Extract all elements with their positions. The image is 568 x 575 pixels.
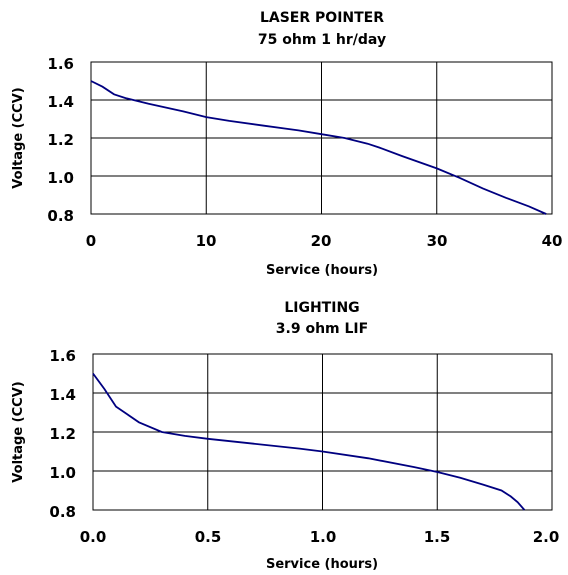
chart-2-y-axis-label: Voltage (CCV) xyxy=(11,381,26,482)
chart-2-title-line-2: 3.9 ohm LIF xyxy=(276,321,368,337)
chart-1-ytick-0.8: 0.8 xyxy=(47,207,74,225)
chart-1-xtick-40: 40 xyxy=(542,232,563,250)
chart-2-plot-frame xyxy=(92,353,553,511)
chart-1-title-line-2: 75 ohm 1 hr/day xyxy=(258,32,386,48)
chart-2-xtick-2.0: 2.0 xyxy=(533,528,560,546)
chart-2-ytick-1.4: 1.4 xyxy=(49,386,76,404)
chart-1-x-axis-label: Service (hours) xyxy=(266,263,378,278)
chart-2-xtick-1.5: 1.5 xyxy=(424,528,451,546)
chart-2-ytick-1.2: 1.2 xyxy=(49,425,76,443)
chart-1-xtick-10: 10 xyxy=(196,232,217,250)
chart-1-ytick-1.6: 1.6 xyxy=(47,55,74,73)
chart-1-gridlines xyxy=(91,62,552,214)
chart-1-xtick-30: 30 xyxy=(427,232,448,250)
chart-1-title-line-1: LASER POINTER xyxy=(260,10,384,26)
chart-2-ytick-1.0: 1.0 xyxy=(49,464,76,482)
chart-lighting: LIGHTING 3.9 ohm LIF 1.6 1.4 1.2 1.0 0.8… xyxy=(11,300,559,572)
chart-1-ytick-1.4: 1.4 xyxy=(47,93,74,111)
chart-1-xtick-0: 0 xyxy=(86,232,96,250)
chart-1-y-axis-label: Voltage (CCV) xyxy=(11,87,26,188)
chart-laser-pointer: LASER POINTER 75 ohm 1 hr/day 1.6 1.4 1.… xyxy=(11,10,562,278)
chart-2-gridlines xyxy=(93,354,552,510)
chart-1-series-line xyxy=(90,80,547,215)
chart-2-ytick-0.8: 0.8 xyxy=(49,503,76,521)
chart-2-series-line xyxy=(92,372,526,511)
chart-1-xtick-20: 20 xyxy=(311,232,332,250)
chart-1-plot-frame xyxy=(90,61,553,215)
chart-1-ytick-1.2: 1.2 xyxy=(47,131,74,149)
chart-1-ytick-1.0: 1.0 xyxy=(47,169,74,187)
chart-2-xtick-0.0: 0.0 xyxy=(80,528,107,546)
chart-2-xtick-1.0: 1.0 xyxy=(310,528,337,546)
chart-2-ytick-1.6: 1.6 xyxy=(49,347,76,365)
chart-2-title-line-1: LIGHTING xyxy=(284,300,359,316)
chart-2-x-axis-label: Service (hours) xyxy=(266,557,378,572)
chart-2-xtick-0.5: 0.5 xyxy=(195,528,222,546)
